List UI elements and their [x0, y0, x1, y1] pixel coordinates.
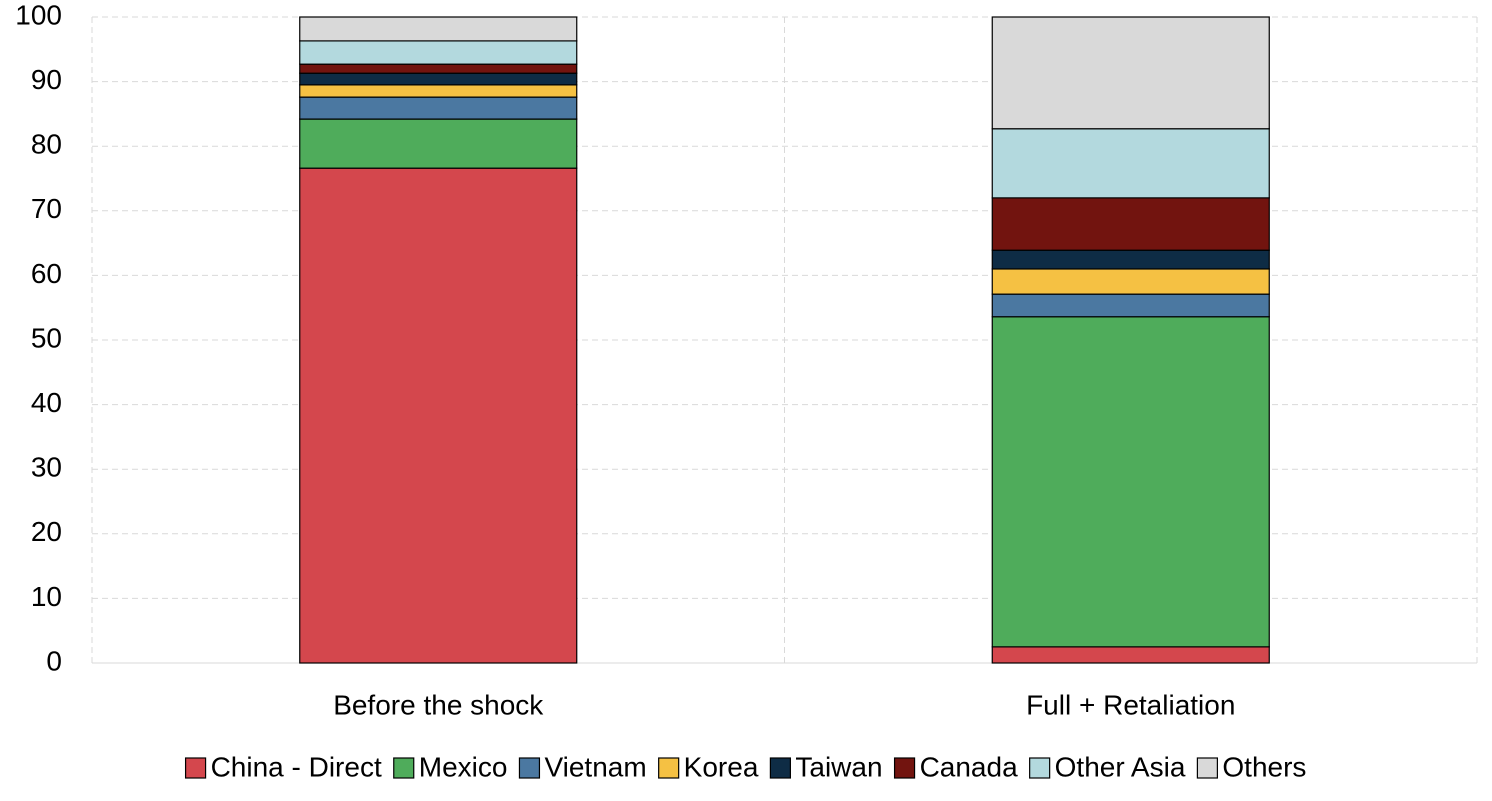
- legend-swatch: [184, 757, 207, 779]
- bar-segment: [299, 118, 578, 169]
- y-tick-label: 20: [31, 516, 62, 547]
- legend-swatch: [1029, 757, 1051, 779]
- legend-swatch: [1196, 757, 1218, 779]
- y-tick-label: 80: [31, 129, 62, 160]
- legend-label: China - Direct: [211, 751, 382, 782]
- bar-segment: [299, 16, 578, 42]
- y-tick-label: 70: [31, 193, 62, 224]
- y-tick-label: 30: [31, 452, 62, 483]
- legend-swatch: [769, 757, 791, 779]
- bar-segment: [991, 197, 1270, 251]
- legend-label: Korea: [684, 751, 759, 782]
- legend-label: Vietnam: [544, 751, 646, 782]
- legend-label: Mexico: [419, 751, 508, 782]
- bar-segment: [299, 72, 578, 86]
- bar-segment: [299, 96, 578, 120]
- bar-segment: [991, 293, 1270, 318]
- y-tick-label: 100: [15, 0, 62, 30]
- x-tick-label: Full + Retaliation: [1026, 689, 1235, 720]
- legend-swatch: [893, 757, 916, 779]
- y-tick-label: 0: [46, 645, 62, 676]
- y-tick-label: 50: [31, 322, 62, 353]
- bar-segment: [991, 316, 1270, 648]
- x-tick-label: Before the shock: [333, 689, 544, 720]
- bar-segment: [991, 249, 1270, 270]
- bar-segment: [991, 16, 1270, 130]
- legend-swatch: [393, 757, 415, 779]
- y-tick-label: 90: [31, 64, 62, 95]
- legend-swatch: [518, 757, 541, 779]
- bar-segment: [299, 84, 578, 98]
- legend-swatch: [658, 757, 680, 779]
- legend-label: Taiwan: [795, 751, 882, 782]
- legend-label: Others: [1222, 751, 1306, 782]
- bar-segment: [299, 167, 578, 664]
- bar-segment: [299, 40, 578, 65]
- bar-segment: [991, 128, 1270, 199]
- legend-label: Canada: [920, 751, 1019, 782]
- y-tick-label: 10: [31, 581, 62, 612]
- legend-label: Other Asia: [1055, 751, 1186, 782]
- y-tick-label: 60: [31, 258, 62, 289]
- bar-segment: [991, 646, 1270, 664]
- bar-segment: [991, 268, 1270, 295]
- y-tick-label: 40: [31, 387, 62, 418]
- bar-segment: [299, 63, 578, 74]
